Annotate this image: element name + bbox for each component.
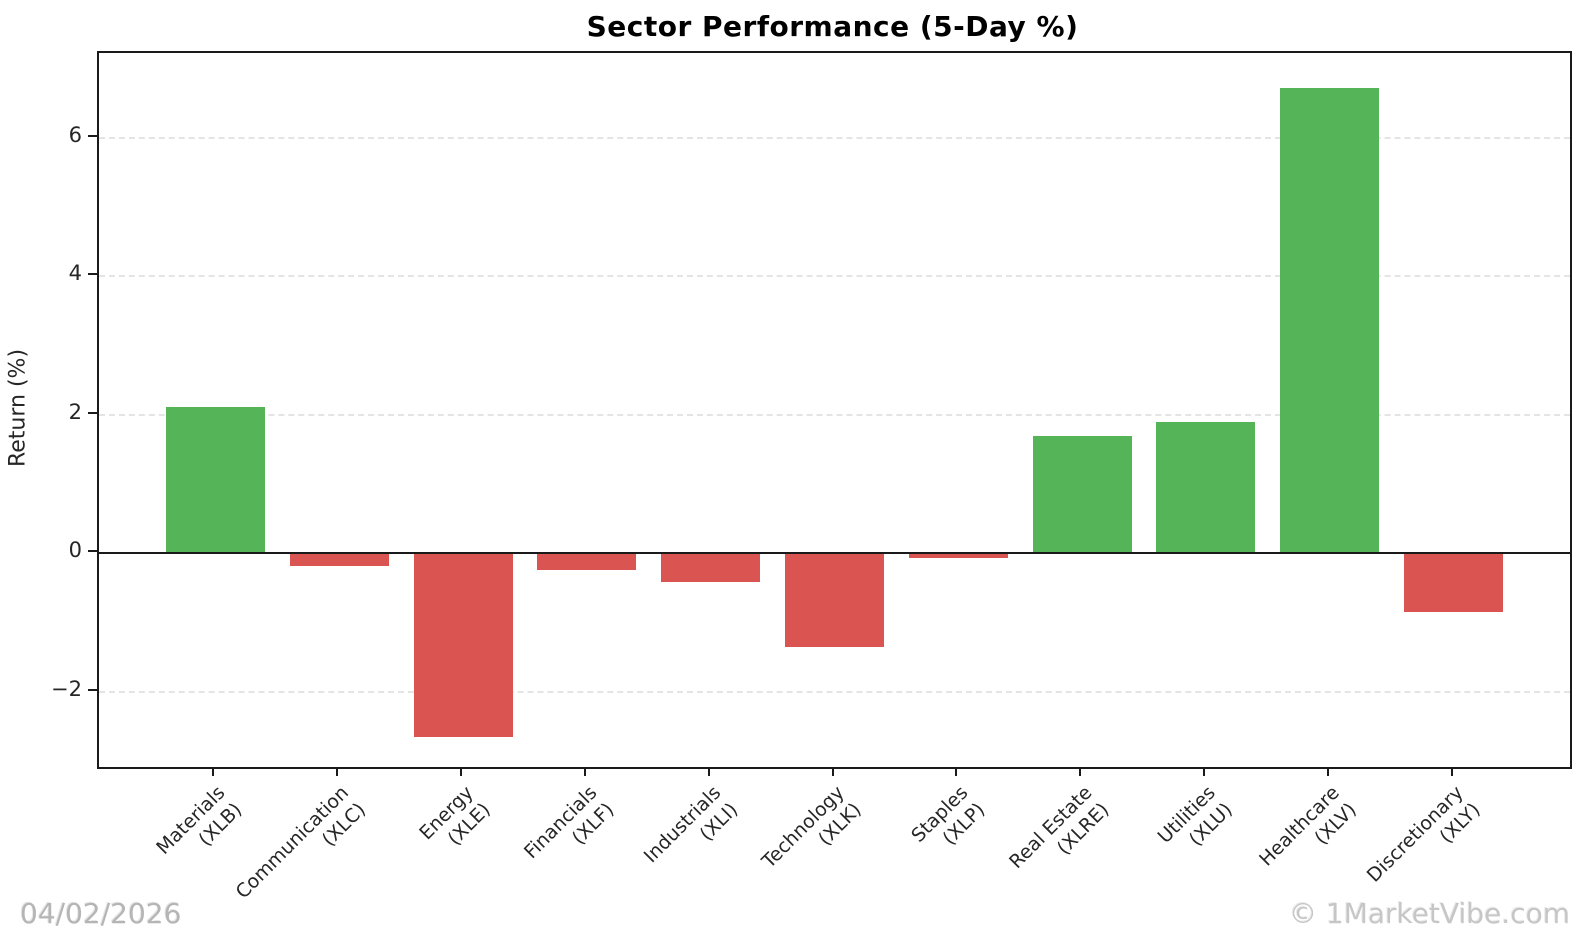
y-tick-mark-4 (88, 273, 97, 276)
x-tick-mark-2 (336, 767, 339, 776)
x-tick-mark-1 (212, 767, 215, 776)
bar-xly (1404, 553, 1504, 612)
x-tick-mark-8 (1079, 767, 1082, 776)
y-tick-mark-2 (88, 411, 97, 414)
y-tick-mark-6 (88, 135, 97, 138)
bar-xlk (784, 553, 885, 647)
x-tick-label-text: Utilities (XLU) (1154, 781, 1238, 851)
x-tick-label-text: Financials (XLF) (519, 781, 619, 864)
x-tick-label-text: Materials (XLB) (152, 781, 247, 859)
bar-xlv (1280, 87, 1380, 554)
x-tick-mark-7 (955, 767, 958, 776)
gridline-y-2 (99, 690, 1570, 693)
gridline-y2 (99, 413, 1570, 416)
x-tick-label-text: Healthcare (XLV) (1255, 781, 1362, 871)
bar-xlf (537, 553, 637, 571)
x-tick-mark-4 (583, 767, 586, 776)
x-tick-label-text: Industrials (XLI) (639, 781, 742, 868)
x-tick-mark-10 (1326, 767, 1329, 776)
watermark: © 1MarketVibe.com (1289, 897, 1570, 930)
x-tick-mark-6 (831, 767, 834, 776)
y-tick-label-4: 4 (68, 261, 82, 286)
chart-title: Sector Performance (5-Day %) (586, 10, 1079, 43)
bar-xli (661, 553, 761, 582)
x-tick-mark-11 (1450, 767, 1453, 776)
bar-xlp (908, 553, 1008, 559)
x-tick-label-text: Communication (XLC) (232, 781, 371, 904)
bar-xlc (289, 553, 389, 566)
y-tick-label-0: 0 (68, 538, 82, 563)
x-tick-mark-9 (1202, 767, 1205, 776)
y-tick-mark-0 (88, 550, 97, 553)
gridline-y6 (99, 137, 1570, 140)
x-tick-label-text: Real Estate (XLRE) (1005, 781, 1114, 874)
x-tick-label-text: Technology (XLK) (757, 781, 866, 873)
x-tick-mark-3 (460, 767, 463, 776)
x-tick-label-text: Energy (XLE) (414, 781, 495, 850)
x-tick-mark-5 (707, 767, 710, 776)
y-tick-label--2: −2 (51, 676, 82, 701)
y-tick-label-6: 6 (68, 123, 82, 148)
bar-xlb (165, 406, 265, 554)
y-tick-mark--2 (88, 688, 97, 691)
bar-xlu (1156, 422, 1256, 554)
bar-xlre (1032, 435, 1132, 554)
gridline-y4 (99, 275, 1570, 278)
x-tick-label-text: Staples (XLP) (907, 781, 990, 850)
bar-xle (413, 553, 513, 737)
x-tick-label-text: Discretionary (XLY) (1362, 781, 1485, 887)
date-stamp: 04/02/2026 (20, 897, 182, 930)
y-tick-label-2: 2 (68, 399, 82, 424)
zero-line (99, 552, 1570, 555)
plot-area (97, 51, 1572, 769)
